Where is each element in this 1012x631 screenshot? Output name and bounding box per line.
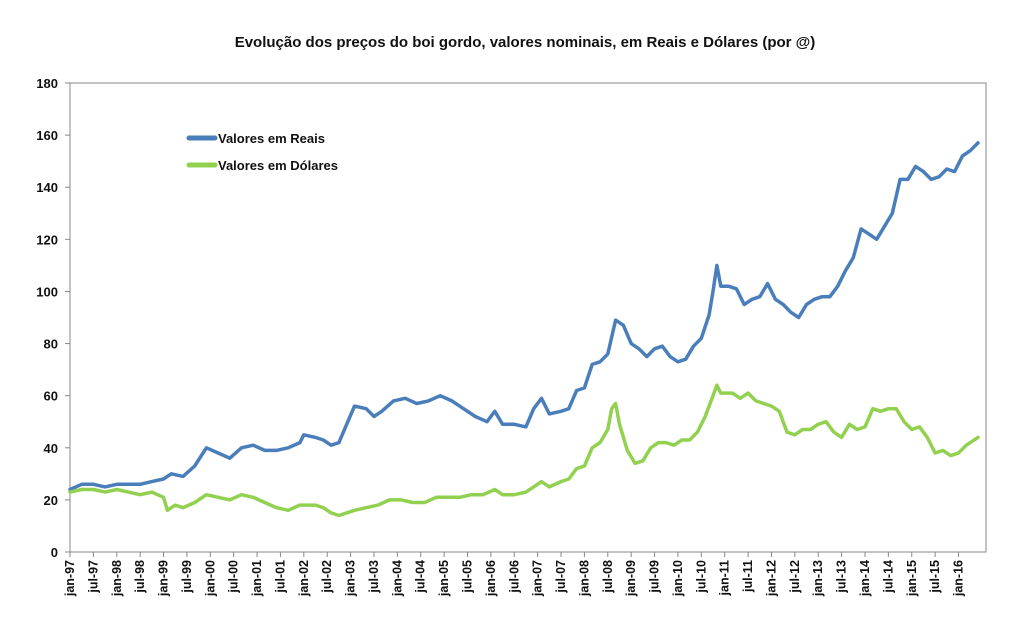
plot-border [69, 82, 987, 553]
x-tick-label: jul-06 [507, 560, 521, 594]
x-tick-label: jul-01 [273, 560, 287, 594]
x-tick-label: jul-12 [788, 560, 802, 594]
legend: Valores em Reais Valores em Dólares [186, 131, 338, 173]
x-tick-label: jan-15 [905, 560, 919, 597]
y-tick-label: 60 [44, 389, 58, 404]
chart-title: Evolução dos preços do boi gordo, valore… [235, 34, 816, 51]
x-tick-label: jul-05 [460, 560, 474, 594]
y-tick-label: 20 [44, 493, 58, 508]
x-tick-label: jan-16 [952, 560, 966, 597]
x-tick-label: jul-04 [414, 560, 428, 594]
y-tick-label: 140 [36, 180, 58, 195]
x-tick-label: jan-00 [203, 560, 217, 597]
x-tick-label: jan-10 [671, 560, 685, 597]
x-tick-label: jul-97 [86, 560, 100, 594]
x-tick-label: jul-03 [367, 560, 381, 594]
y-tick-label: 180 [36, 76, 58, 91]
series-line-reais [68, 141, 980, 492]
x-tick-label: jul-99 [180, 560, 194, 594]
legend-item-dolares: Valores em Dólares [186, 158, 338, 173]
y-tick-label: 120 [36, 232, 58, 247]
x-tick-label: jan-11 [718, 560, 732, 596]
x-tick-label: jul-13 [835, 560, 849, 594]
x-tick-label: jan-02 [297, 560, 311, 597]
x-tick-label: jul-10 [694, 560, 708, 594]
x-tick-label: jul-14 [881, 560, 895, 594]
y-tick-label: 100 [36, 284, 58, 299]
x-tick-label: jan-04 [390, 560, 404, 597]
x-tick-label: jan-99 [157, 560, 171, 597]
x-tick-label: jan-07 [531, 560, 545, 597]
series-line-dolares [68, 383, 980, 518]
y-tick-label: 0 [51, 545, 58, 560]
x-tick-label: jan-06 [484, 560, 498, 597]
y-tick-label: 160 [36, 128, 58, 143]
x-tick-label: jul-11 [741, 560, 755, 593]
x-tick-label: jul-07 [554, 560, 568, 594]
x-tick-label: jul-02 [320, 560, 334, 594]
x-tick-label: jan-08 [577, 560, 591, 597]
x-tick-label: jan-98 [110, 560, 124, 597]
x-tick-label: jan-14 [858, 560, 872, 597]
x-tick-label: jan-05 [437, 560, 451, 597]
y-tick-label: 40 [44, 441, 58, 456]
legend-label-reais: Valores em Reais [218, 131, 325, 146]
x-tick-label: jul-15 [928, 560, 942, 594]
x-tick-label: jan-01 [250, 560, 264, 597]
x-tick-label: jul-08 [601, 560, 615, 594]
legend-item-reais: Valores em Reais [186, 131, 325, 146]
x-tick-label: jan-97 [63, 560, 77, 597]
legend-label-dolares: Valores em Dólares [218, 158, 338, 173]
x-tick-label: jan-12 [764, 560, 778, 597]
x-tick-label: jul-00 [227, 560, 241, 594]
plot-area: 0 20 40 60 80 100 120 140 160 180 jan-97 jul-97 jan-… [36, 76, 987, 597]
x-tick-label: jul-98 [133, 560, 147, 594]
x-tick-label: jan-13 [811, 560, 825, 597]
x-tick-label: jan-09 [624, 560, 638, 597]
x-tick-label: jan-03 [344, 560, 358, 597]
y-tick-label: 80 [44, 337, 58, 352]
x-tick-label: jul-09 [648, 560, 662, 594]
